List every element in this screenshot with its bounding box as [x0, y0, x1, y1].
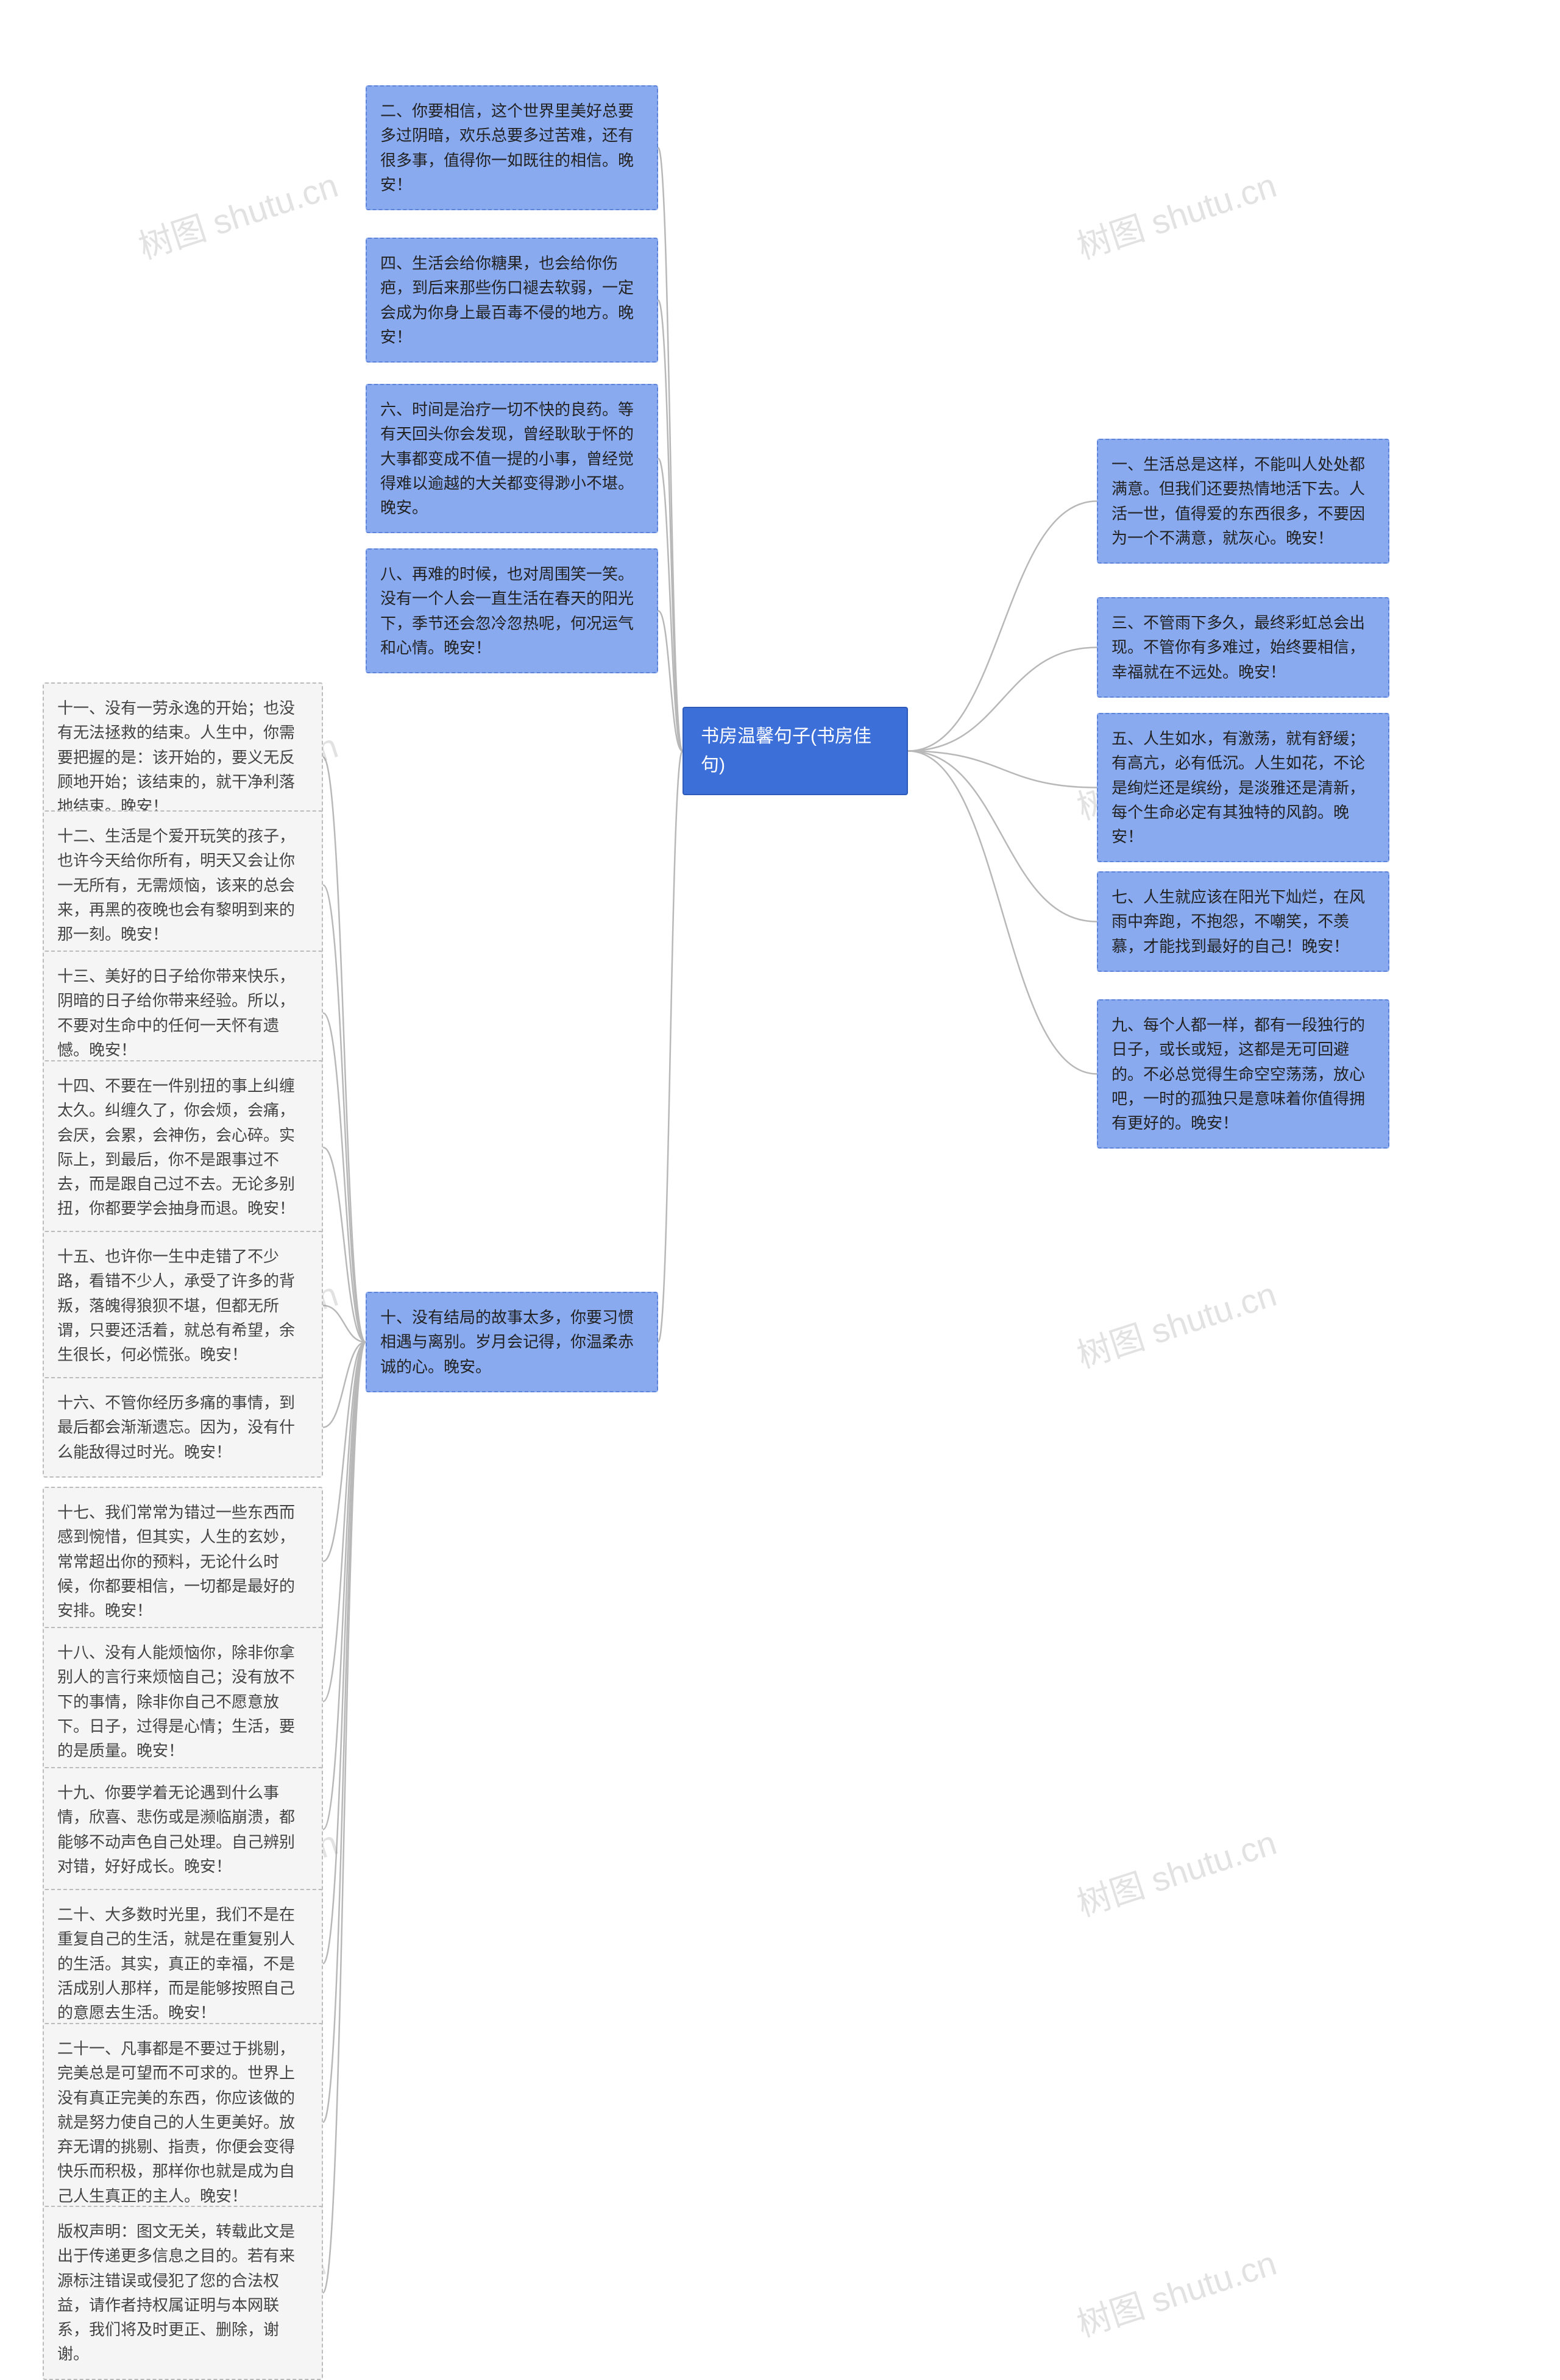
watermark-1: 树图 shutu.cn	[1070, 158, 1282, 269]
watermark-7: 树图 shutu.cn	[1070, 1816, 1282, 1927]
leftmid-child-10[interactable]: 二十一、凡事都是不要过于挑剔，完美总是可望而不可求的。世界上没有真正完美的东西，…	[43, 2023, 323, 2222]
lefttop-node-0[interactable]: 二、你要相信，这个世界里美好总要多过阴暗，欢乐总要多过苦难，还有很多事，值得你一…	[366, 85, 658, 210]
lefttop-node-2[interactable]: 六、时间是治疗一切不快的良药。等有天回头你会发现，曾经耿耿于怀的大事都变成不值一…	[366, 384, 658, 533]
watermark-5: 树图 shutu.cn	[1070, 1267, 1282, 1378]
right-node-3[interactable]: 七、人生就应该在阳光下灿烂，在风雨中奔跑，不抱怨，不嘲笑，不羡慕，才能找到最好的…	[1097, 871, 1389, 972]
leftmid-child-8[interactable]: 十九、你要学着无论遇到什么事情，欣喜、悲伤或是濒临崩溃，都能够不动声色自己处理。…	[43, 1767, 323, 1892]
leftmid-child-2[interactable]: 十三、美好的日子给你带来快乐，阴暗的日子给你带来经验。所以，不要对生命中的任何一…	[43, 951, 323, 1075]
right-node-1[interactable]: 三、不管雨下多久，最终彩虹总会出现。不管你有多难过，始终要相信，幸福就在不远处。…	[1097, 597, 1389, 698]
leftmid-child-1[interactable]: 十二、生活是个爱开玩笑的孩子，也许今天给你所有，明天又会让你一无所有，无需烦恼，…	[43, 810, 323, 960]
mindmap-canvas: 书房温馨句子(书房佳句) 树图 shutu.cn 树图 shutu.cn 树图 sh…	[0, 0, 1560, 2374]
leftmid-child-6[interactable]: 十七、我们常常为错过一些东西而感到惋惜，但其实，人生的玄妙，常常超出你的预料，无…	[43, 1487, 323, 1636]
leftmid-child-3[interactable]: 十四、不要在一件别扭的事上纠缠太久。纠缠久了，你会烦，会痛，会厌，会累，会神伤，…	[43, 1060, 323, 1234]
leftmid-child-11[interactable]: 版权声明：图文无关，转载此文是出于传递更多信息之目的。若有来源标注错误或侵犯了您…	[43, 2206, 323, 2380]
right-node-2[interactable]: 五、人生如水，有激荡，就有舒缓；有高亢，必有低沉。人生如花，不论是绚烂还是缤纷，…	[1097, 713, 1389, 862]
leftmid-child-7[interactable]: 十八、没有人能烦恼你，除非你拿别人的言行来烦恼自己；没有放不下的事情，除非你自己…	[43, 1627, 323, 1776]
lefttop-node-3[interactable]: 八、再难的时候，也对周围笑一笑。没有一个人会一直生活在春天的阳光下，季节还会忽冷…	[366, 548, 658, 673]
watermark-9: 树图 shutu.cn	[1070, 2236, 1282, 2347]
right-node-4[interactable]: 九、每个人都一样，都有一段独行的日子，或长或短，这都是无可回避的。不必总觉得生命…	[1097, 999, 1389, 1149]
leftmid-child-4[interactable]: 十五、也许你一生中走错了不少路，看错不少人，承受了许多的背叛，落魄得狼狈不堪，但…	[43, 1231, 323, 1380]
root-node[interactable]: 书房温馨句子(书房佳句)	[682, 707, 908, 795]
leftmid-child-0[interactable]: 十一、没有一劳永逸的开始；也没有无法拯救的结束。人生中，你需要把握的是：该开始的…	[43, 682, 323, 832]
watermark-0: 树图 shutu.cn	[132, 158, 344, 269]
leftmid-child-9[interactable]: 二十、大多数时光里，我们不是在重复自己的生活，就是在重复别人的生活。其实，真正的…	[43, 1889, 323, 2038]
leftmid-child-5[interactable]: 十六、不管你经历多痛的事情，到最后都会渐渐遗忘。因为，没有什么能敌得过时光。晚安…	[43, 1377, 323, 1478]
right-node-0[interactable]: 一、生活总是这样，不能叫人处处都满意。但我们还要热情地活下去。人活一世，值得爱的…	[1097, 439, 1389, 564]
leftmid-node[interactable]: 十、没有结局的故事太多，你要习惯相遇与离别。岁月会记得，你温柔赤诚的心。晚安。	[366, 1292, 658, 1392]
lefttop-node-1[interactable]: 四、生活会给你糖果，也会给你伤疤，到后来那些伤口褪去软弱，一定会成为你身上最百毒…	[366, 238, 658, 363]
